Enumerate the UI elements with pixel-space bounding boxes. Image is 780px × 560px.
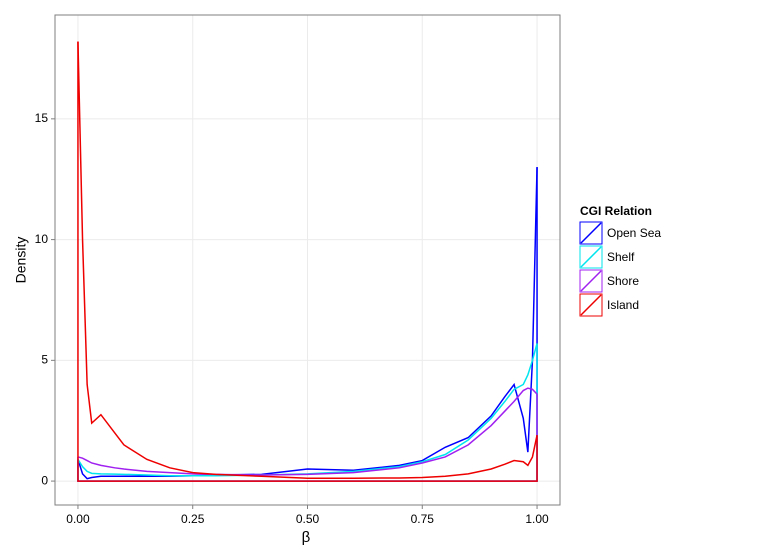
density-line xyxy=(77,387,538,476)
y-axis-title: Density xyxy=(13,237,29,284)
legend-label: Shore xyxy=(607,274,639,288)
x-tick-label: 1.00 xyxy=(525,512,549,526)
legend-key-line xyxy=(580,246,602,268)
y-tick-label: 15 xyxy=(35,111,49,125)
density-line xyxy=(77,167,538,480)
density-line xyxy=(77,41,538,479)
y-tick-label: 0 xyxy=(41,473,48,487)
density-outline xyxy=(77,41,538,482)
y-tick-label: 10 xyxy=(35,232,49,246)
x-tick-label: 0.00 xyxy=(66,512,90,526)
y-tick-label: 5 xyxy=(41,353,48,367)
legend-label: Open Sea xyxy=(607,226,661,240)
legend-key-line xyxy=(580,222,602,244)
x-tick-label: 0.50 xyxy=(296,512,320,526)
x-tick-label: 0.75 xyxy=(411,512,435,526)
legend-key-line xyxy=(580,294,602,316)
x-tick-label: 0.25 xyxy=(181,512,205,526)
x-axis-title: β xyxy=(302,529,311,546)
legend-label: Island xyxy=(607,298,639,312)
legend-key-line xyxy=(580,270,602,292)
legend-title: CGI Relation xyxy=(580,204,652,218)
legend-label: Shelf xyxy=(607,250,635,264)
